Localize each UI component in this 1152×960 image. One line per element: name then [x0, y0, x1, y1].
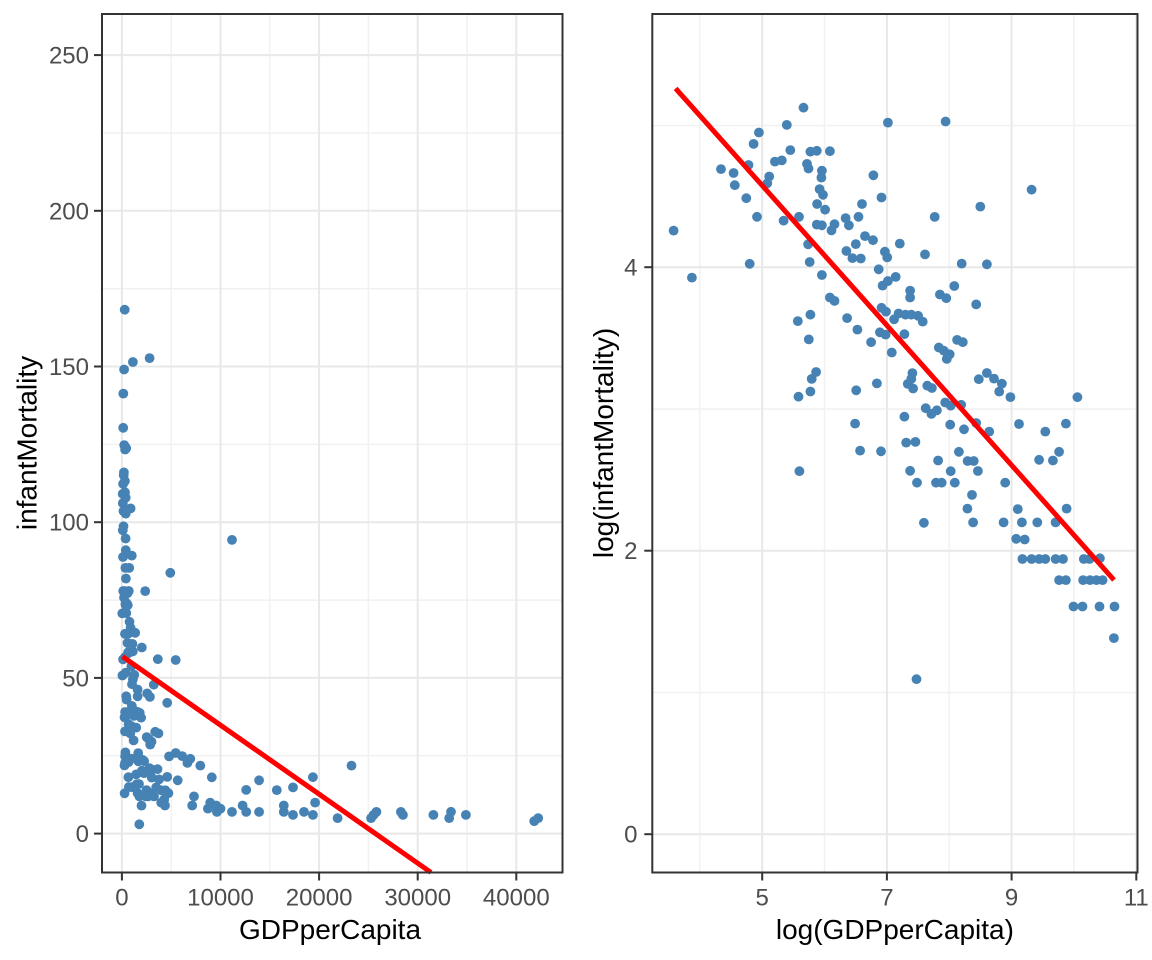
svg-text:20000: 20000 [286, 885, 353, 912]
svg-text:150: 150 [49, 354, 89, 381]
svg-text:9: 9 [1005, 885, 1018, 912]
svg-text:250: 250 [49, 43, 89, 70]
svg-text:7: 7 [880, 885, 893, 912]
svg-text:100: 100 [49, 510, 89, 537]
svg-text:GDPperCapita: GDPperCapita [239, 914, 422, 945]
svg-text:30000: 30000 [384, 885, 451, 912]
svg-text:10000: 10000 [187, 885, 254, 912]
svg-text:5: 5 [756, 885, 769, 912]
svg-text:0: 0 [115, 885, 128, 912]
svg-text:0: 0 [624, 822, 637, 849]
svg-text:2: 2 [624, 538, 637, 565]
svg-text:50: 50 [62, 665, 89, 692]
svg-text:log(infantMortality): log(infantMortality) [588, 328, 619, 558]
svg-text:40000: 40000 [483, 885, 550, 912]
svg-text:0: 0 [76, 821, 89, 848]
svg-text:log(GDPperCapita): log(GDPperCapita) [776, 914, 1014, 945]
svg-text:11: 11 [1124, 885, 1149, 912]
svg-text:200: 200 [49, 198, 89, 225]
svg-text:4: 4 [624, 255, 637, 282]
svg-text:infantMortality: infantMortality [12, 356, 43, 530]
